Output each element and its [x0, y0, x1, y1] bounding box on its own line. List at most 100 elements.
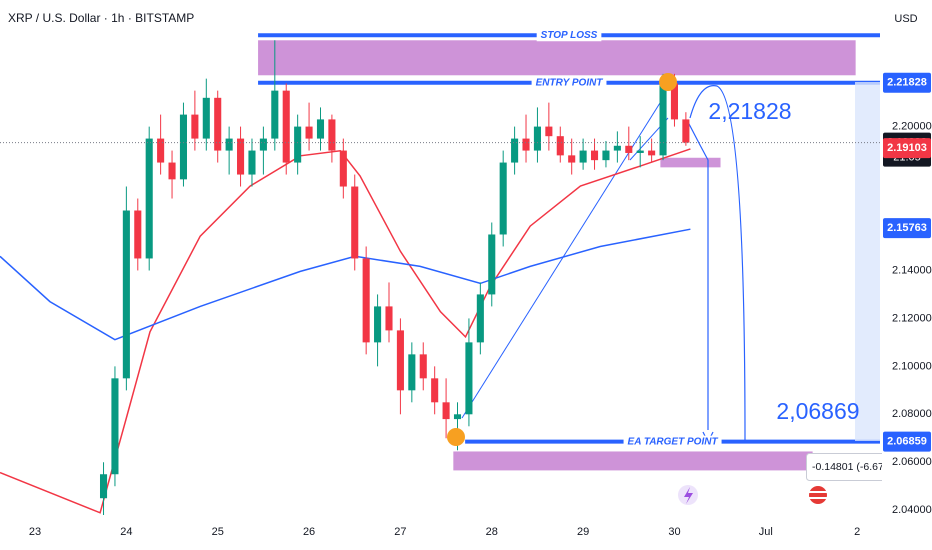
flag-stripe [809, 491, 827, 493]
level-label: EA TARGET POINT [628, 436, 719, 447]
candle-body [602, 150, 610, 161]
x-tick-label: Jul [759, 526, 773, 538]
x-tick-label: 26 [303, 526, 315, 538]
candle-body [374, 306, 382, 343]
candle-body [305, 126, 313, 139]
entry-annotation: 2,21828 [708, 98, 791, 124]
candle-body [682, 119, 690, 143]
moving-average [0, 228, 691, 341]
price-badge [883, 72, 931, 93]
y-tick-label: 2.06000 [892, 456, 932, 468]
candle-body [328, 119, 336, 151]
candle-body [214, 97, 222, 151]
currency: USD [894, 13, 917, 25]
target-marker [447, 428, 465, 446]
chart-title: XRP / U.S. Dollar · 1h · BITSTAMP [8, 11, 194, 25]
price-badge [883, 431, 931, 452]
y-tick-label: 2.12000 [892, 312, 932, 324]
price-badge-label: 2.21828 [887, 77, 927, 89]
level-label: ENTRY POINT [536, 77, 604, 88]
candle-body [419, 354, 427, 379]
candle-body [408, 354, 416, 391]
candle-body [476, 294, 484, 343]
candle-body [625, 145, 633, 153]
price-badge-label: 2.19103 [887, 142, 927, 154]
change-box-bg [806, 453, 882, 481]
level-label-bg [536, 29, 602, 42]
price-badge [883, 218, 931, 239]
candle-body [157, 138, 165, 163]
x-tick-label: 2 [854, 526, 860, 538]
candle-body [362, 258, 370, 343]
x-tick-label: 24 [120, 526, 132, 538]
candle-body [556, 136, 564, 156]
candle-body [191, 114, 199, 139]
candle-body [99, 474, 108, 499]
y-tick-label: 2.08000 [892, 408, 932, 420]
candle-body [271, 90, 279, 139]
event-bolt [684, 487, 693, 504]
candle-body [339, 150, 347, 187]
candle-body [294, 126, 302, 163]
x-tick-label: 30 [668, 526, 680, 538]
zone [258, 40, 856, 76]
candle-body [225, 138, 233, 151]
zone [453, 451, 813, 471]
candle-body [670, 83, 679, 120]
candle-body [396, 330, 404, 391]
candle-body [442, 402, 450, 420]
candle-body [545, 126, 553, 137]
change-text: -0.14801 (-6.67%) [812, 461, 897, 473]
zone [660, 157, 721, 168]
candle-body [579, 150, 587, 163]
candle-body [648, 150, 656, 156]
flag-icon [809, 486, 827, 504]
candle-body [385, 306, 393, 331]
x-tick-label: 23 [29, 526, 41, 538]
candle-body [282, 90, 290, 163]
path-arrow [687, 121, 709, 430]
price-badge [883, 138, 931, 159]
candle-body [522, 138, 530, 151]
candle-body [351, 186, 359, 259]
price-badge-label: 2.15763 [887, 222, 927, 234]
candle-body [636, 150, 644, 153]
x-tick-label: 25 [212, 526, 224, 538]
level-label: STOP LOSS [541, 30, 598, 41]
candle-body [259, 138, 267, 151]
candle-body [168, 162, 176, 180]
target-annotation: 2,06869 [776, 398, 859, 424]
candle-body [316, 119, 325, 139]
level-label-bg [531, 76, 607, 89]
entry-marker [659, 73, 677, 91]
candle-body [499, 162, 507, 235]
x-tick-label: 27 [394, 526, 406, 538]
x-tick-label: 28 [486, 526, 498, 538]
candle-body [488, 234, 496, 295]
candle-body [179, 114, 187, 180]
candle-body [511, 138, 519, 163]
flag-stripe [809, 497, 827, 499]
candle-body [465, 342, 473, 415]
candle-body [533, 126, 541, 151]
curve-arrow [689, 85, 746, 441]
change-box: -0.14801 (-6.67%) [806, 453, 897, 481]
candle-body [613, 145, 621, 151]
candle-body [237, 138, 245, 175]
candle-body [568, 155, 576, 163]
y-tick-label: 2.04000 [892, 504, 932, 516]
y-tick-label: 2.14000 [892, 264, 932, 276]
plot: STOP LOSS ENTRY POINT EA TARGET POINT [0, 29, 880, 515]
candle-body [122, 210, 130, 379]
candle-body [248, 150, 256, 175]
measure-band [855, 82, 880, 441]
candle-body [659, 83, 667, 156]
candle-body [453, 414, 462, 420]
level-label-bg [623, 435, 722, 448]
candle-body [202, 97, 210, 139]
price-badge-label: 2.06859 [887, 436, 927, 448]
candle-body [134, 210, 142, 259]
candle-body [590, 150, 599, 161]
price-axis: 23 24 25 26 27 28 29 30 Jul 2 2.20000 2.14000 2.1200… [29, 72, 932, 538]
